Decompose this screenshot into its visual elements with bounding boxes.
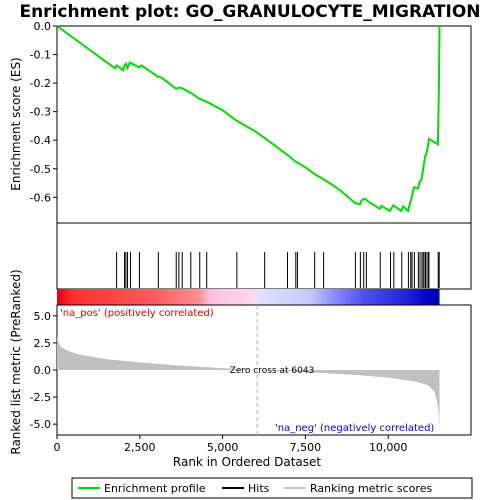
ranking-gradient-strip (57, 289, 440, 305)
es-y-tick-label: 0.0 (34, 20, 52, 33)
metric-y-axis: 5.0 2.5 0.0 -2.5 -5.0 (30, 310, 57, 431)
es-y-tick-label: -0.5 (30, 163, 51, 176)
legend-frame (71, 477, 473, 499)
metric-y-axis-label: Ranked list metric (PreRanked) (9, 269, 23, 454)
es-y-tick-label: -0.6 (30, 191, 51, 204)
es-panel-frame (56, 25, 472, 224)
x-axis-label: Rank in Ordered Dataset (173, 455, 321, 469)
es-y-axis-label: Enrichment score (ES) (9, 57, 23, 190)
metric-panel: 5.0 2.5 0.0 -2.5 -5.0 0 2,500 5,000 7,500 10,000… (9, 269, 472, 469)
es-y-tick-label: -0.4 (30, 134, 51, 147)
ranking-color-bar (57, 289, 440, 305)
ranking-metric-area (57, 336, 440, 431)
x-tick-label: 10,000 (369, 441, 408, 454)
legend-label-metric: Ranking metric scores (310, 482, 432, 495)
legend-label-enrichment: Enrichment profile (104, 482, 206, 495)
enrichment-profile-line (56, 25, 441, 213)
negative-correlated-label: 'na_neg' (negatively correlated) (275, 423, 434, 434)
es-y-axis: 0.0 -0.1 -0.2 -0.3 -0.4 -0.5 -0.6 (30, 20, 57, 204)
es-y-tick-label: -0.1 (30, 49, 51, 62)
metric-y-tick-label: -5.0 (30, 418, 51, 431)
es-panel: 0.0 -0.1 -0.2 -0.3 -0.4 -0.5 -0.6 Enrichment s… (9, 20, 472, 224)
hits-panel (56, 222, 472, 290)
es-y-tick-label: -0.3 (30, 106, 51, 119)
x-tick-label: 2,500 (124, 441, 156, 454)
chart-title: Enrichment plot: GO_GRANULOCYTE_MIGRATIO… (19, 2, 480, 22)
metric-y-tick-label: 5.0 (34, 310, 52, 323)
x-tick-label: 0 (54, 441, 61, 454)
x-tick-label: 7,500 (290, 441, 322, 454)
metric-y-tick-label: 2.5 (34, 337, 52, 350)
metric-y-tick-label: -2.5 (30, 391, 51, 404)
positive-correlated-label: 'na_pos' (positively correlated) (60, 308, 214, 319)
legend: Enrichment profile Hits Ranking metric s… (71, 477, 473, 499)
metric-x-axis: 0 2,500 5,000 7,500 10,000 (54, 435, 408, 454)
hit-markers (116, 252, 440, 288)
es-y-tick-label: -0.2 (30, 77, 51, 90)
legend-label-hits: Hits (248, 482, 270, 495)
zero-cross-annotation: Zero cross at 6043 (230, 366, 315, 376)
x-tick-label: 5,000 (207, 441, 239, 454)
metric-y-tick-label: 0.0 (34, 364, 52, 377)
